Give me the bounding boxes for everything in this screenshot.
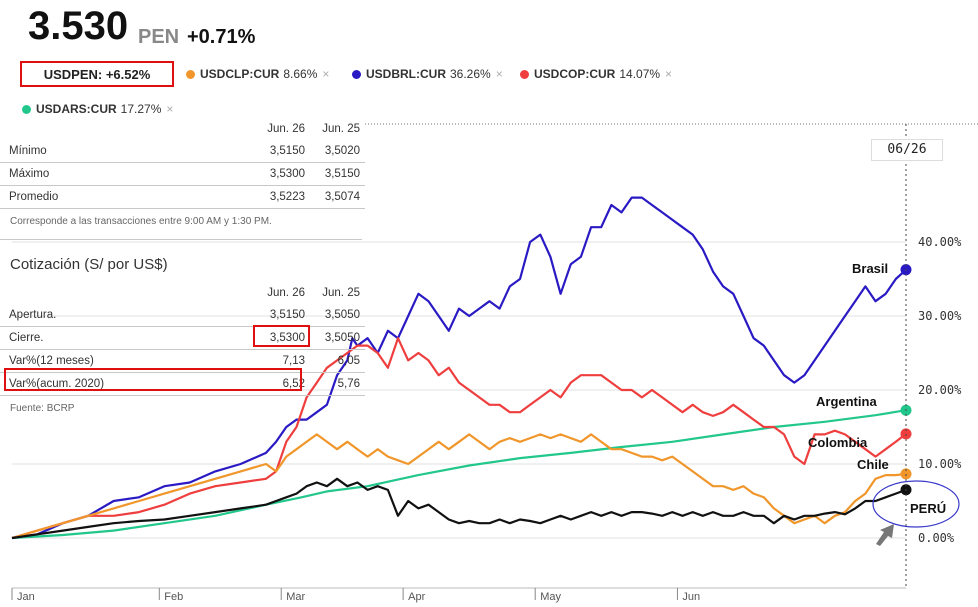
divider [0, 239, 362, 240]
table-note: Corresponde a las transacciones entre 9:… [10, 216, 355, 227]
legend-item-usdars[interactable]: USDARS:CUR 17.27% × [22, 102, 173, 116]
chart-decorations [365, 123, 978, 588]
table-row: Apertura. 3,5150 3,5050 [0, 304, 365, 327]
price-currency: PEN [138, 26, 180, 48]
row-label: Máximo [0, 162, 255, 186]
row-label: Mínimo [0, 140, 255, 163]
cell: 3,5150 [310, 162, 365, 186]
table-row: Promedio 3,5223 3,5074 [0, 185, 365, 209]
table-row: Mínimo 3,5150 3,5020 [0, 140, 365, 163]
y-axis: 0.00% 10.00% 20.00% 30.00% 40.00% [918, 235, 962, 545]
legend-name: USDCLP:CUR [200, 67, 280, 81]
table-row: Cierre. 3,5300 3,5050 [0, 326, 365, 350]
legend-name: USDARS:CUR [36, 102, 117, 116]
series-line [11, 433, 907, 540]
cell: 3,5050 [310, 304, 365, 327]
label-peru: PERÚ [910, 501, 947, 516]
ytd-row-highlight [4, 368, 302, 391]
legend-item-usdcop[interactable]: USDCOP:CUR 14.07% × [520, 67, 672, 81]
cell: 3,5150 [255, 304, 310, 327]
y-tick-label: 0.00% [918, 531, 955, 545]
series-end-point [900, 428, 912, 440]
x-tick-label: Mar [286, 591, 305, 603]
usdclp-dot-icon [186, 69, 195, 79]
x-tick-label: Jun [682, 591, 700, 603]
cell: 3,5074 [310, 185, 365, 209]
x-tick-label: May [540, 591, 561, 603]
y-tick-label: 30.00% [918, 309, 962, 323]
row-label: Cierre. [0, 326, 255, 350]
daily-range-table: Jun. 26 Jun. 25 Mínimo 3,5150 3,5020 Máximo… [0, 118, 365, 209]
usdcop-dot-icon [520, 69, 529, 79]
legend-pct: 14.07% [619, 67, 661, 81]
close-icon[interactable]: × [665, 67, 673, 81]
series-line [11, 196, 907, 540]
col-header: Jun. 25 [322, 287, 360, 299]
close-value-highlight [253, 325, 310, 347]
quote-table: Jun. 26 Jun. 25 Apertura. 3,5150 3,5050 Cie… [0, 282, 365, 396]
date-badge: 06/26 [871, 139, 943, 161]
legend-item-usdclp[interactable]: USDCLP:CUR 8.66% × [186, 67, 329, 81]
series-end-point [900, 468, 912, 480]
cell: 3,5050 [310, 326, 365, 350]
current-price: 3.530 [28, 4, 129, 48]
chart-series [11, 196, 907, 540]
row-label: Var%(12 meses) [0, 349, 255, 373]
table-row: Var%(12 meses) 7,13 6,05 [0, 349, 365, 373]
col-header: Jun. 25 [322, 123, 360, 135]
peru-highlight-ellipse [872, 480, 960, 528]
legend-pct: 17.27% [120, 102, 162, 116]
series-line [11, 477, 907, 540]
label-colombia: Colombia [808, 435, 868, 450]
source-note: Fuente: BCRP [10, 403, 75, 414]
y-tick-label: 40.00% [918, 235, 962, 249]
price-change: +0.71% [187, 26, 256, 48]
x-tick-label: Jan [17, 591, 35, 603]
x-axis: Jan Feb Mar Apr May Jun [11, 587, 906, 603]
cell: 3,5150 [255, 140, 310, 163]
x-tick-label: Feb [164, 591, 183, 603]
cell: 3,5223 [255, 185, 310, 209]
cell: 5,76 [310, 372, 365, 396]
col-header: Jun. 26 [267, 123, 305, 135]
table-row: Máximo 3,5300 3,5150 [0, 162, 365, 186]
row-label: Apertura. [0, 304, 255, 327]
cell: 6,05 [310, 349, 365, 373]
y-tick-label: 10.00% [918, 457, 962, 471]
legend-name: USDBRL:CUR [366, 67, 446, 81]
label-brasil: Brasil [852, 261, 889, 276]
cell: 7,13 [255, 349, 310, 373]
y-tick-label: 20.00% [918, 383, 962, 397]
legend-item-usdbrl[interactable]: USDBRL:CUR 36.26% × [352, 67, 503, 81]
cell: 3,5300 [255, 162, 310, 186]
cell: 3,5300 [255, 326, 310, 350]
quote-section-title: Cotización (S/ por US$) [10, 256, 168, 273]
main-ticker-badge[interactable]: USDPEN: +6.52% [20, 61, 174, 87]
cell: 3,5020 [310, 140, 365, 163]
close-icon[interactable]: × [166, 102, 174, 116]
legend-name: USDCOP:CUR [534, 67, 616, 81]
col-header: Jun. 26 [267, 287, 305, 299]
usdars-dot-icon [22, 104, 31, 114]
series-line [11, 337, 907, 540]
label-argentina: Argentina [816, 394, 877, 409]
row-label: Promedio [0, 185, 255, 209]
usdbrl-dot-icon [352, 69, 361, 79]
x-tick-label: Apr [408, 591, 425, 603]
series-line [11, 409, 907, 540]
close-icon[interactable]: × [495, 67, 503, 81]
arrow-icon [876, 524, 894, 546]
legend-pct: 8.66% [283, 67, 318, 81]
label-chile: Chile [857, 457, 889, 472]
close-icon[interactable]: × [322, 67, 330, 81]
legend-pct: 36.26% [450, 67, 491, 81]
